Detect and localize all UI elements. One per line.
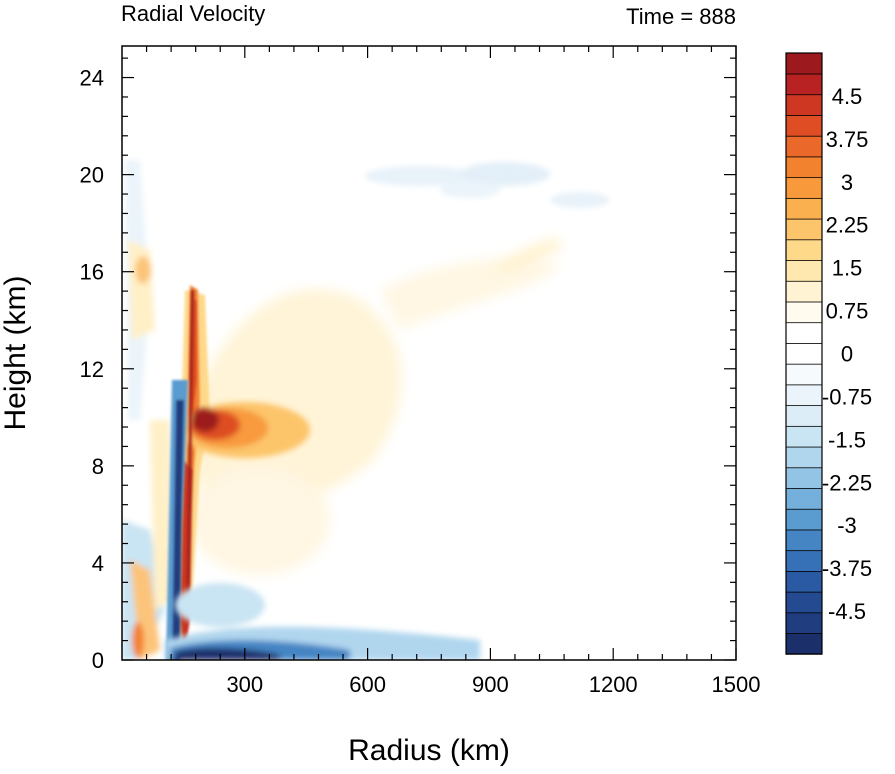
colorbar <box>785 52 823 655</box>
colorbar-swatch <box>785 322 823 344</box>
x-tick-label: 300 <box>226 672 263 697</box>
colorbar-swatch <box>785 612 823 634</box>
chart-title-left: Radial Velocity <box>121 1 265 26</box>
x-tick-label: 900 <box>472 672 509 697</box>
upper-inflow-a <box>365 166 475 186</box>
colorbar-label: 3.75 <box>826 127 869 152</box>
colorbar-swatch <box>785 404 823 427</box>
colorbar-label: 1.5 <box>832 256 863 281</box>
chart-title-right: Time = 888 <box>626 4 736 29</box>
y-tick-label: 20 <box>80 163 104 188</box>
eyewall-neg-inner <box>172 400 184 660</box>
colorbar-swatch <box>785 425 823 448</box>
colorbar-swatch <box>785 508 823 531</box>
colorbar-label: 3 <box>841 170 853 195</box>
eyewall-pos-thin <box>186 290 194 640</box>
plot-area <box>122 46 736 660</box>
y-tick-label: 24 <box>80 66 104 91</box>
contour-field <box>122 160 610 660</box>
x-tick-label: 1200 <box>589 672 638 697</box>
colorbar-label: -2.25 <box>822 470 872 495</box>
y-tick-label: 0 <box>92 648 104 673</box>
colorbar-swatch <box>785 197 823 220</box>
colorbar-swatch <box>785 156 823 179</box>
colorbar-swatch <box>785 218 823 241</box>
x-tick-labels: 300 600 900 1200 1500 <box>226 672 760 697</box>
colorbar-label: -1.5 <box>828 427 866 452</box>
plot-frame <box>121 45 737 661</box>
x-tick-label: 1500 <box>712 672 761 697</box>
colorbar-swatch <box>785 342 823 365</box>
colorbar-swatch <box>785 239 823 261</box>
colorbar-label: -3.75 <box>822 556 872 581</box>
colorbar-swatch <box>785 487 823 510</box>
colorbar-frame <box>785 52 823 655</box>
colorbar-swatch <box>785 529 823 552</box>
colorbar-swatch <box>785 176 823 199</box>
y-tick-label: 4 <box>92 551 104 576</box>
colorbar-swatch <box>785 94 823 116</box>
colorbar-swatch <box>785 570 823 593</box>
weak-outflow-upper <box>380 258 560 330</box>
colorbar-swatch <box>785 114 823 137</box>
left-streak-pos-d <box>132 622 144 658</box>
colorbar-swatch <box>785 73 823 96</box>
colorbar-label: 0 <box>841 342 853 367</box>
weak-outflow-streak <box>495 238 560 272</box>
colorbar-swatch <box>785 632 823 655</box>
bl-inflow-plume <box>175 583 265 627</box>
y-tick-label: 12 <box>80 357 104 382</box>
colorbar-label: -4.5 <box>828 599 866 624</box>
colorbar-swatch <box>785 301 823 324</box>
weak-outflow-mid <box>300 405 380 475</box>
colorbar-swatch <box>785 591 823 614</box>
y-tick-labels: 0 4 8 12 16 20 24 <box>80 66 104 673</box>
jet-core <box>191 408 219 432</box>
colorbar-swatch <box>785 549 823 572</box>
colorbar-swatch <box>785 259 823 282</box>
colorbar-swatch <box>785 135 823 158</box>
weak-outflow-lower <box>190 465 330 575</box>
upper-inflow-c <box>550 192 610 208</box>
colorbar-swatch <box>785 467 823 489</box>
y-axis-title: Height (km) <box>0 275 32 430</box>
colorbar-label: -3 <box>837 513 857 538</box>
upper-inflow-d <box>440 182 500 198</box>
y-tick-label: 8 <box>92 454 104 479</box>
colorbar-swatch <box>785 446 823 469</box>
colorbar-swatch <box>785 363 823 386</box>
colorbar-label: 0.75 <box>826 299 869 324</box>
x-tick-label: 600 <box>349 672 386 697</box>
colorbar-label: 2.25 <box>826 213 869 238</box>
colorbar-swatch <box>785 52 823 75</box>
colorbar-labels: 4.5 3.75 3 2.25 1.5 0.75 0 -0.75 -1.5 -2.25 -3 -3.7… <box>822 84 872 624</box>
colorbar-label: -0.75 <box>822 384 872 409</box>
bl-inflow-core <box>175 648 280 660</box>
colorbar-label: 4.5 <box>832 84 863 109</box>
axis-ticks <box>122 46 737 661</box>
colorbar-swatch <box>785 280 823 303</box>
x-axis-title: Radius (km) <box>348 734 510 767</box>
upper-inflow-b <box>460 162 550 186</box>
left-streak-pos-b <box>135 256 151 284</box>
y-tick-label: 16 <box>80 260 104 285</box>
colorbar-swatch <box>785 384 823 407</box>
left-streak-pos-e <box>150 420 172 610</box>
